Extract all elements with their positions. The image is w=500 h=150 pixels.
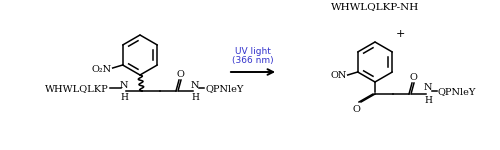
Text: O: O — [176, 70, 184, 79]
Text: WHWLQLKP: WHWLQLKP — [45, 84, 109, 93]
Text: N: N — [424, 84, 432, 93]
Text: (366 nm): (366 nm) — [232, 56, 274, 65]
Text: N: N — [191, 81, 199, 90]
Text: UV light: UV light — [235, 47, 271, 56]
Text: +: + — [396, 29, 404, 39]
Text: H: H — [424, 96, 432, 105]
Text: N: N — [120, 81, 128, 90]
Text: O: O — [409, 73, 417, 82]
Text: H: H — [120, 93, 128, 102]
Text: O₂N: O₂N — [92, 64, 112, 74]
Text: H: H — [191, 93, 199, 102]
Text: ON: ON — [330, 72, 346, 81]
Text: WHWLQLKP-NH: WHWLQLKP-NH — [331, 2, 419, 11]
Text: QPNleY: QPNleY — [205, 84, 244, 93]
Text: QPNleY: QPNleY — [438, 87, 476, 96]
Text: O: O — [352, 105, 360, 114]
